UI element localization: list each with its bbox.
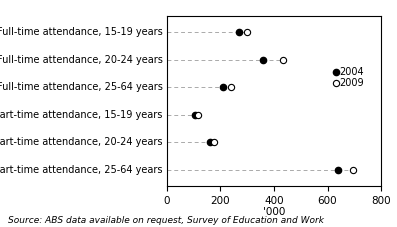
Text: Part-time attendance, 15-19 years: Part-time attendance, 15-19 years [0, 110, 163, 120]
Text: Full-time attendance, 25-64 years: Full-time attendance, 25-64 years [0, 82, 163, 92]
Text: Part-time attendance, 20-24 years: Part-time attendance, 20-24 years [0, 137, 163, 147]
Text: Source: ABS data available on request, Survey of Education and Work: Source: ABS data available on request, S… [8, 216, 324, 225]
Text: Full-time attendance, 15-19 years: Full-time attendance, 15-19 years [0, 27, 163, 37]
X-axis label: '000: '000 [263, 207, 285, 217]
Text: 2004: 2004 [339, 67, 364, 77]
Text: Part-time attendance, 25-64 years: Part-time attendance, 25-64 years [0, 165, 163, 175]
Text: 2009: 2009 [339, 78, 364, 88]
Text: Full-time attendance, 20-24 years: Full-time attendance, 20-24 years [0, 55, 163, 65]
